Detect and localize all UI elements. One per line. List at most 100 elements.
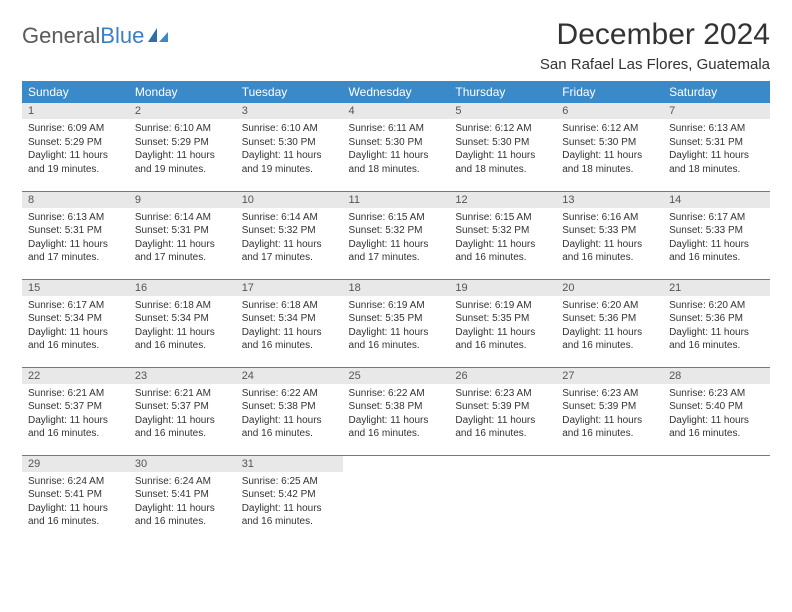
logo-text-1: General xyxy=(22,25,100,47)
sunrise-text: Sunrise: 6:22 AM xyxy=(349,387,444,401)
calendar-cell: 2Sunrise: 6:10 AMSunset: 5:29 PMDaylight… xyxy=(129,103,236,191)
day-number: 31 xyxy=(236,456,343,472)
calendar-cell: 21Sunrise: 6:20 AMSunset: 5:36 PMDayligh… xyxy=(663,279,770,367)
daylight-text-2: and 17 minutes. xyxy=(242,251,337,265)
calendar-cell: 11Sunrise: 6:15 AMSunset: 5:32 PMDayligh… xyxy=(343,191,450,279)
day-details: Sunrise: 6:23 AMSunset: 5:39 PMDaylight:… xyxy=(449,384,556,445)
weekday-header-row: Sunday Monday Tuesday Wednesday Thursday… xyxy=(22,81,770,103)
daylight-text-1: Daylight: 11 hours xyxy=(349,149,444,163)
sunset-text: Sunset: 5:32 PM xyxy=(349,224,444,238)
day-number: 15 xyxy=(22,280,129,296)
sunrise-text: Sunrise: 6:23 AM xyxy=(455,387,550,401)
day-number: 21 xyxy=(663,280,770,296)
daylight-text-1: Daylight: 11 hours xyxy=(562,414,657,428)
calendar-row: 29Sunrise: 6:24 AMSunset: 5:41 PMDayligh… xyxy=(22,455,770,543)
daylight-text-2: and 16 minutes. xyxy=(28,339,123,353)
weekday-header: Wednesday xyxy=(343,81,450,103)
calendar-cell: 3Sunrise: 6:10 AMSunset: 5:30 PMDaylight… xyxy=(236,103,343,191)
daylight-text-2: and 16 minutes. xyxy=(669,251,764,265)
sunrise-text: Sunrise: 6:16 AM xyxy=(562,211,657,225)
daylight-text-1: Daylight: 11 hours xyxy=(135,326,230,340)
calendar-cell: 27Sunrise: 6:23 AMSunset: 5:39 PMDayligh… xyxy=(556,367,663,455)
sunrise-text: Sunrise: 6:12 AM xyxy=(562,122,657,136)
daylight-text-1: Daylight: 11 hours xyxy=(669,326,764,340)
daylight-text-2: and 16 minutes. xyxy=(669,339,764,353)
sunrise-text: Sunrise: 6:10 AM xyxy=(242,122,337,136)
calendar-cell: 28Sunrise: 6:23 AMSunset: 5:40 PMDayligh… xyxy=(663,367,770,455)
sunset-text: Sunset: 5:38 PM xyxy=(349,400,444,414)
sunrise-text: Sunrise: 6:18 AM xyxy=(242,299,337,313)
sunrise-text: Sunrise: 6:11 AM xyxy=(349,122,444,136)
sunrise-text: Sunrise: 6:21 AM xyxy=(28,387,123,401)
day-number: 1 xyxy=(22,103,129,119)
calendar-cell: 6Sunrise: 6:12 AMSunset: 5:30 PMDaylight… xyxy=(556,103,663,191)
sunrise-text: Sunrise: 6:19 AM xyxy=(455,299,550,313)
daylight-text-1: Daylight: 11 hours xyxy=(135,414,230,428)
daylight-text-2: and 19 minutes. xyxy=(28,163,123,177)
day-details: Sunrise: 6:18 AMSunset: 5:34 PMDaylight:… xyxy=(236,296,343,357)
daylight-text-1: Daylight: 11 hours xyxy=(455,238,550,252)
month-title: December 2024 xyxy=(540,18,770,52)
day-number: 3 xyxy=(236,103,343,119)
daylight-text-2: and 16 minutes. xyxy=(135,427,230,441)
sunset-text: Sunset: 5:38 PM xyxy=(242,400,337,414)
day-number: 13 xyxy=(556,192,663,208)
daylight-text-1: Daylight: 11 hours xyxy=(455,149,550,163)
day-details: Sunrise: 6:20 AMSunset: 5:36 PMDaylight:… xyxy=(663,296,770,357)
day-number: 23 xyxy=(129,368,236,384)
daylight-text-2: and 16 minutes. xyxy=(669,427,764,441)
day-details: Sunrise: 6:17 AMSunset: 5:33 PMDaylight:… xyxy=(663,208,770,269)
day-number: 30 xyxy=(129,456,236,472)
sunset-text: Sunset: 5:35 PM xyxy=(455,312,550,326)
calendar-cell: 7Sunrise: 6:13 AMSunset: 5:31 PMDaylight… xyxy=(663,103,770,191)
daylight-text-2: and 16 minutes. xyxy=(242,515,337,529)
calendar-cell: 19Sunrise: 6:19 AMSunset: 5:35 PMDayligh… xyxy=(449,279,556,367)
sunset-text: Sunset: 5:39 PM xyxy=(455,400,550,414)
day-details: Sunrise: 6:23 AMSunset: 5:39 PMDaylight:… xyxy=(556,384,663,445)
daylight-text-1: Daylight: 11 hours xyxy=(135,502,230,516)
daylight-text-1: Daylight: 11 hours xyxy=(28,149,123,163)
daylight-text-1: Daylight: 11 hours xyxy=(349,326,444,340)
sunrise-text: Sunrise: 6:15 AM xyxy=(455,211,550,225)
daylight-text-2: and 16 minutes. xyxy=(28,515,123,529)
sunrise-text: Sunrise: 6:18 AM xyxy=(135,299,230,313)
day-details: Sunrise: 6:13 AMSunset: 5:31 PMDaylight:… xyxy=(22,208,129,269)
daylight-text-1: Daylight: 11 hours xyxy=(242,502,337,516)
sunrise-text: Sunrise: 6:20 AM xyxy=(669,299,764,313)
daylight-text-2: and 17 minutes. xyxy=(349,251,444,265)
calendar-cell: 13Sunrise: 6:16 AMSunset: 5:33 PMDayligh… xyxy=(556,191,663,279)
daylight-text-2: and 16 minutes. xyxy=(242,427,337,441)
sunset-text: Sunset: 5:34 PM xyxy=(242,312,337,326)
daylight-text-2: and 16 minutes. xyxy=(562,251,657,265)
day-number: 27 xyxy=(556,368,663,384)
daylight-text-2: and 19 minutes. xyxy=(135,163,230,177)
daylight-text-1: Daylight: 11 hours xyxy=(455,326,550,340)
daylight-text-2: and 16 minutes. xyxy=(455,339,550,353)
calendar-cell: 24Sunrise: 6:22 AMSunset: 5:38 PMDayligh… xyxy=(236,367,343,455)
day-details: Sunrise: 6:21 AMSunset: 5:37 PMDaylight:… xyxy=(22,384,129,445)
calendar-cell: 23Sunrise: 6:21 AMSunset: 5:37 PMDayligh… xyxy=(129,367,236,455)
daylight-text-2: and 16 minutes. xyxy=(455,427,550,441)
daylight-text-2: and 16 minutes. xyxy=(562,427,657,441)
day-number: 20 xyxy=(556,280,663,296)
calendar-cell: 12Sunrise: 6:15 AMSunset: 5:32 PMDayligh… xyxy=(449,191,556,279)
calendar-cell: 17Sunrise: 6:18 AMSunset: 5:34 PMDayligh… xyxy=(236,279,343,367)
daylight-text-1: Daylight: 11 hours xyxy=(28,502,123,516)
sunset-text: Sunset: 5:35 PM xyxy=(349,312,444,326)
day-number: 19 xyxy=(449,280,556,296)
daylight-text-1: Daylight: 11 hours xyxy=(242,414,337,428)
day-number: 29 xyxy=(22,456,129,472)
sunrise-text: Sunrise: 6:21 AM xyxy=(135,387,230,401)
day-details: Sunrise: 6:14 AMSunset: 5:32 PMDaylight:… xyxy=(236,208,343,269)
sunset-text: Sunset: 5:33 PM xyxy=(669,224,764,238)
sunset-text: Sunset: 5:37 PM xyxy=(28,400,123,414)
calendar-cell xyxy=(343,455,450,543)
day-number: 7 xyxy=(663,103,770,119)
day-number: 18 xyxy=(343,280,450,296)
day-details: Sunrise: 6:21 AMSunset: 5:37 PMDaylight:… xyxy=(129,384,236,445)
calendar-row: 8Sunrise: 6:13 AMSunset: 5:31 PMDaylight… xyxy=(22,191,770,279)
day-number: 25 xyxy=(343,368,450,384)
sunrise-text: Sunrise: 6:20 AM xyxy=(562,299,657,313)
day-details: Sunrise: 6:19 AMSunset: 5:35 PMDaylight:… xyxy=(449,296,556,357)
day-number: 17 xyxy=(236,280,343,296)
